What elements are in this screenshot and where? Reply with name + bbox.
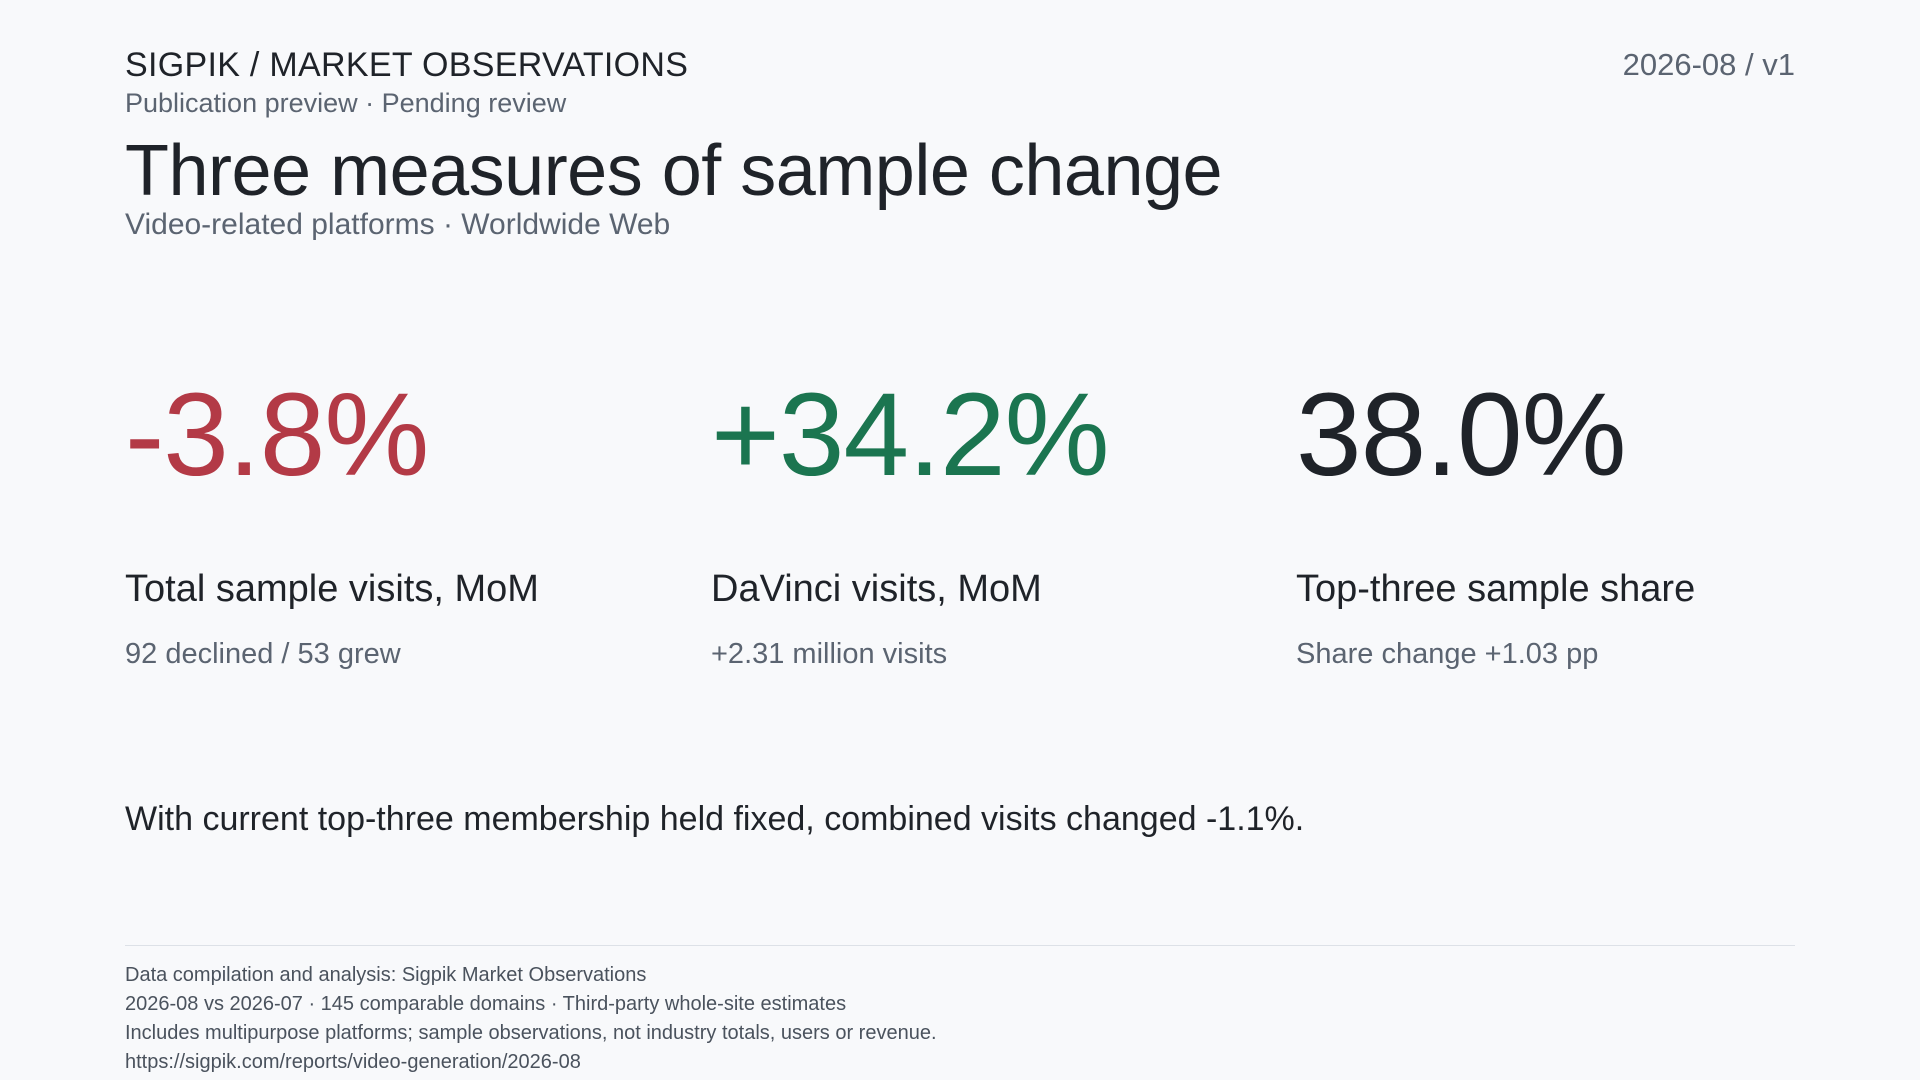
footer-divider — [125, 945, 1795, 946]
publication-status: Publication preview · Pending review — [125, 88, 567, 118]
report-header: SIGPIK / MARKET OBSERVATIONS Publication… — [125, 44, 1795, 120]
brand-title: SIGPIK / MARKET OBSERVATIONS — [125, 46, 689, 84]
metric-detail: 92 declined / 53 grew — [125, 638, 401, 670]
metric-value: -3.8% — [125, 369, 429, 501]
footer-disclaimer: Includes multipurpose platforms; sample … — [125, 1022, 937, 1044]
footer-comparison: 2026-08 vs 2026-07 · 145 comparable doma… — [125, 993, 847, 1015]
metric-value: +34.2% — [711, 369, 1110, 501]
metric-detail: Share change +1.03 pp — [1296, 638, 1599, 670]
metric-label: DaVinci visits, MoM — [711, 568, 1042, 610]
report-footer: Data compilation and analysis: Sigpik Ma… — [125, 961, 1795, 1077]
footer-credit: Data compilation and analysis: Sigpik Ma… — [125, 964, 647, 986]
metric-davinci-visits: +34.2% DaVinci visits, MoM +2.31 million… — [711, 365, 1271, 673]
metric-detail: +2.31 million visits — [711, 638, 948, 670]
page-subtitle: Video-related platforms · Worldwide Web — [125, 208, 671, 241]
metrics-row: -3.8% Total sample visits, MoM 92 declin… — [125, 365, 1795, 685]
page-title: Three measures of sample change — [125, 131, 1223, 211]
summary-note: With current top-three membership held f… — [125, 800, 1305, 838]
metric-value: 38.0% — [1296, 369, 1627, 501]
footer-url: https://sigpik.com/reports/video-generat… — [125, 1051, 581, 1073]
metric-label: Total sample visits, MoM — [125, 568, 539, 610]
metric-top-three-share: 38.0% Top-three sample share Share chang… — [1296, 365, 1856, 673]
metric-label: Top-three sample share — [1296, 568, 1696, 610]
metric-total-sample-visits: -3.8% Total sample visits, MoM 92 declin… — [125, 365, 685, 673]
report-version: 2026-08 / v1 — [1622, 47, 1795, 82]
